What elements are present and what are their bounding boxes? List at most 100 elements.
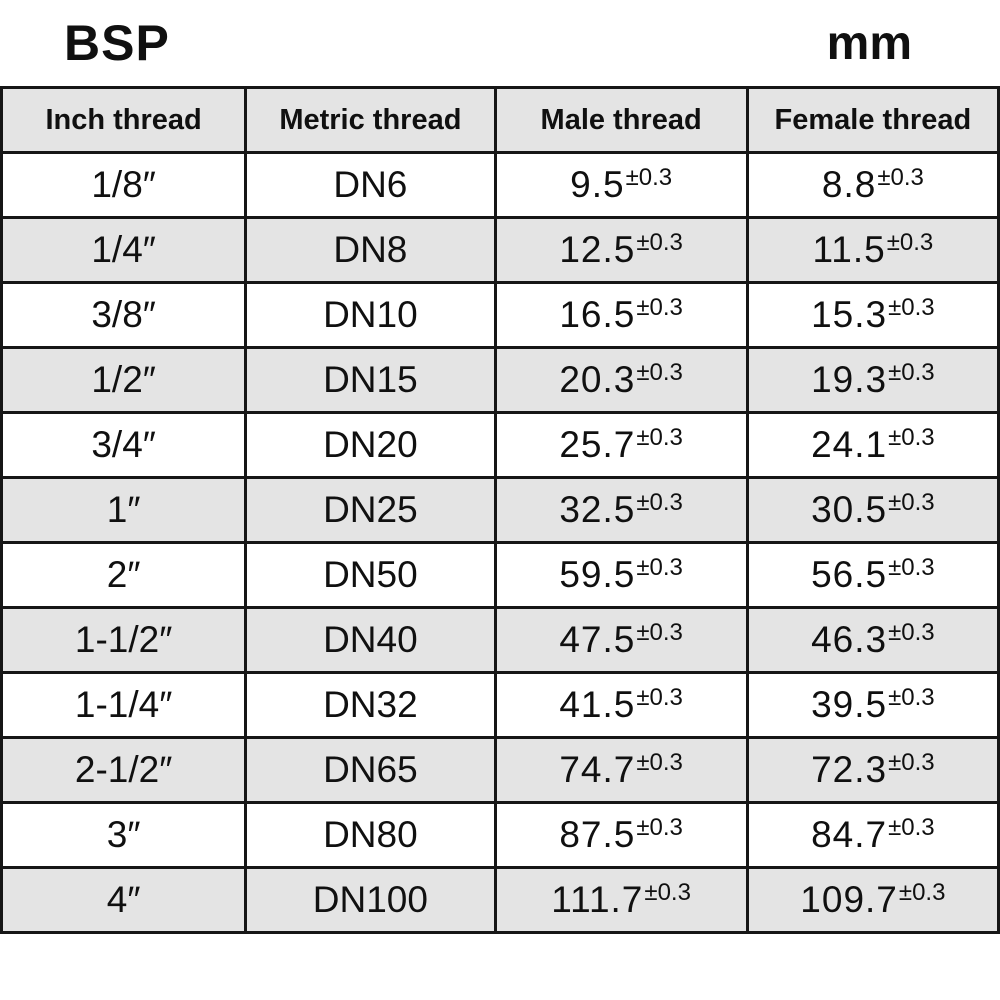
male-thread-cell: 111.7±0.3 <box>493 866 749 934</box>
table-row: 2-1/2″ DN65 74.7±0.3 72.3±0.3 <box>0 736 1000 804</box>
tolerance-superscript: ±0.3 <box>636 359 683 386</box>
measurement-value: 9.5 <box>570 164 625 205</box>
measurement-value: 32.5 <box>559 489 636 530</box>
measurement-value: 111.7 <box>551 879 644 920</box>
measurement-value: 25.7 <box>559 424 636 465</box>
male-thread-cell: 20.3±0.3 <box>493 346 749 414</box>
male-thread-cell: 74.7±0.3 <box>493 736 749 804</box>
tolerance-superscript: ±0.3 <box>888 619 935 646</box>
male-thread-cell: 87.5±0.3 <box>493 801 749 869</box>
female-thread-cell: 56.5±0.3 <box>745 541 1000 609</box>
metric-thread-cell: DN80 <box>244 801 497 869</box>
measurement-value: 12.5 <box>559 229 636 270</box>
male-thread-cell: 41.5±0.3 <box>493 671 749 739</box>
table-row: 4″ DN100 111.7±0.3 109.7±0.3 <box>0 866 1000 934</box>
metric-thread-cell: DN32 <box>244 671 497 739</box>
female-thread-cell: 39.5±0.3 <box>745 671 1000 739</box>
metric-thread-cell: DN40 <box>244 606 497 674</box>
inch-thread-cell: 3/4″ <box>0 411 248 479</box>
female-thread-cell: 19.3±0.3 <box>745 346 1000 414</box>
inch-thread-cell: 1-1/2″ <box>0 606 248 674</box>
thread-size-table: Inch thread Metric thread Male thread Femal… <box>0 86 1000 934</box>
unit-label-mm: mm <box>826 16 912 70</box>
tolerance-superscript: ±0.3 <box>888 814 935 841</box>
metric-thread-cell: DN25 <box>244 476 497 544</box>
measurement-value: 72.3 <box>811 749 888 790</box>
metric-thread-cell: DN15 <box>244 346 497 414</box>
male-thread-cell: 9.5±0.3 <box>493 151 749 219</box>
female-thread-cell: 46.3±0.3 <box>745 606 1000 674</box>
measurement-value: 30.5 <box>811 489 888 530</box>
measurement-value: 74.7 <box>559 749 636 790</box>
table-row: 1″ DN25 32.5±0.3 30.5±0.3 <box>0 476 1000 544</box>
male-thread-cell: 16.5±0.3 <box>493 281 749 349</box>
tolerance-superscript: ±0.3 <box>625 164 673 191</box>
measurement-value: 56.5 <box>811 554 888 595</box>
measurement-value: 15.3 <box>811 294 888 335</box>
female-thread-cell: 72.3±0.3 <box>745 736 1000 804</box>
measurement-value: 16.5 <box>559 294 636 335</box>
tolerance-superscript: ±0.3 <box>636 294 683 321</box>
inch-thread-cell: 3/8″ <box>0 281 248 349</box>
inch-thread-cell: 1/8″ <box>0 151 248 219</box>
measurement-value: 46.3 <box>811 619 888 660</box>
measurement-value: 47.5 <box>559 619 636 660</box>
tolerance-superscript: ±0.3 <box>877 164 924 191</box>
column-header-male-thread: Male thread <box>493 86 749 154</box>
female-thread-cell: 109.7±0.3 <box>745 866 1000 934</box>
male-thread-cell: 25.7±0.3 <box>493 411 749 479</box>
table-row: 1/4″ DN8 12.5±0.3 11.5±0.3 <box>0 216 1000 284</box>
table-row: 1/2″ DN15 20.3±0.3 19.3±0.3 <box>0 346 1000 414</box>
column-header-metric-thread: Metric thread <box>244 86 497 154</box>
tolerance-superscript: ±0.3 <box>888 749 935 776</box>
male-thread-cell: 47.5±0.3 <box>493 606 749 674</box>
tolerance-superscript: ±0.3 <box>644 879 691 906</box>
tolerance-superscript: ±0.3 <box>636 554 683 581</box>
female-thread-cell: 24.1±0.3 <box>745 411 1000 479</box>
metric-thread-cell: DN50 <box>244 541 497 609</box>
table-row: 1-1/4″ DN32 41.5±0.3 39.5±0.3 <box>0 671 1000 739</box>
tolerance-superscript: ±0.3 <box>886 229 934 256</box>
table-row: 3″ DN80 87.5±0.3 84.7±0.3 <box>0 801 1000 869</box>
metric-thread-cell: DN100 <box>244 866 497 934</box>
tolerance-superscript: ±0.3 <box>888 684 935 711</box>
female-thread-cell: 15.3±0.3 <box>745 281 1000 349</box>
page-title-bsp: BSP <box>64 15 170 71</box>
inch-thread-cell: 4″ <box>0 866 248 934</box>
inch-thread-cell: 2″ <box>0 541 248 609</box>
measurement-value: 8.8 <box>821 164 877 205</box>
measurement-value: 109.7 <box>800 879 898 920</box>
header-row: Inch thread Metric thread Male thread Femal… <box>0 86 1000 154</box>
tolerance-superscript: ±0.3 <box>636 814 683 841</box>
metric-thread-cell: DN6 <box>244 151 497 219</box>
tolerance-superscript: ±0.3 <box>898 879 946 906</box>
male-thread-cell: 59.5±0.3 <box>493 541 749 609</box>
tolerance-superscript: ±0.3 <box>636 684 683 711</box>
table-row: 3/4″ DN20 25.7±0.3 24.1±0.3 <box>0 411 1000 479</box>
tolerance-superscript: ±0.3 <box>888 359 935 386</box>
table-row: 3/8″ DN10 16.5±0.3 15.3±0.3 <box>0 281 1000 349</box>
inch-thread-cell: 1/4″ <box>0 216 248 284</box>
measurement-value: 19.3 <box>811 359 888 400</box>
measurement-value: 20.3 <box>559 359 636 400</box>
inch-thread-cell: 1-1/4″ <box>0 671 248 739</box>
inch-thread-cell: 2-1/2″ <box>0 736 248 804</box>
table-header: Inch thread Metric thread Male thread Femal… <box>0 86 1000 154</box>
female-thread-cell: 11.5±0.3 <box>745 216 1000 284</box>
tolerance-superscript: ±0.3 <box>636 749 683 776</box>
inch-thread-cell: 1″ <box>0 476 248 544</box>
table-body: 1/8″ DN6 9.5±0.3 8.8±0.3 1/4″ DN8 12.5±0.3 11.5… <box>0 151 1000 934</box>
tolerance-superscript: ±0.3 <box>888 424 935 451</box>
measurement-value: 59.5 <box>559 554 636 595</box>
tolerance-superscript: ±0.3 <box>636 229 683 256</box>
measurement-value: 11.5 <box>812 229 886 270</box>
metric-thread-cell: DN8 <box>244 216 497 284</box>
female-thread-cell: 8.8±0.3 <box>745 151 1000 219</box>
measurement-value: 41.5 <box>559 684 636 725</box>
tolerance-superscript: ±0.3 <box>636 489 683 516</box>
tolerance-superscript: ±0.3 <box>636 619 683 646</box>
measurement-value: 39.5 <box>811 684 888 725</box>
title-bar: BSP mm <box>0 0 1000 86</box>
column-header-female-thread: Female thread <box>745 86 1000 154</box>
